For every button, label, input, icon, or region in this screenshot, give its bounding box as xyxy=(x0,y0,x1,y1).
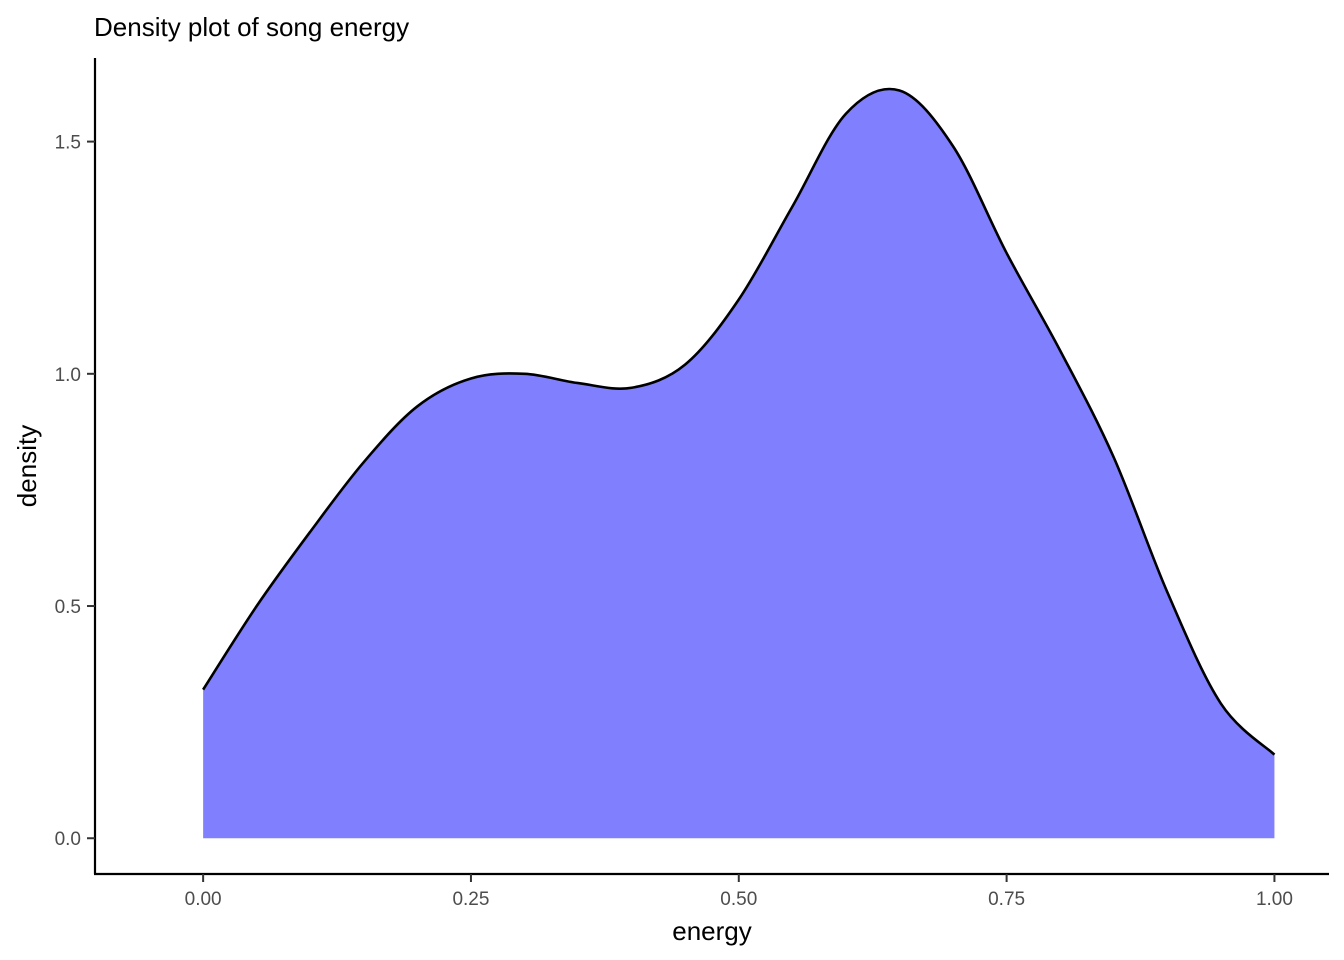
x-tick-label: 0.50 xyxy=(720,889,757,910)
y-tick-label: 0.5 xyxy=(55,597,81,618)
x-axis-ticks: 0.00 0.25 0.50 0.75 1.00 xyxy=(185,874,1293,910)
y-axis-title: density xyxy=(12,425,42,507)
x-tick-label: 0.75 xyxy=(988,889,1025,910)
x-tick-label: 0.00 xyxy=(185,889,222,910)
y-tick-label: 1.5 xyxy=(55,133,81,154)
y-tick-label: 0.0 xyxy=(55,829,81,850)
y-axis-ticks: 0.0 0.5 1.0 1.5 xyxy=(55,133,95,850)
density-line xyxy=(202,87,1276,756)
x-tick-label: 0.25 xyxy=(452,889,489,910)
chart-title: Density plot of song energy xyxy=(94,12,409,42)
plot-area xyxy=(202,87,1276,839)
y-tick-label: 1.0 xyxy=(55,365,81,386)
density-area xyxy=(203,88,1275,839)
x-axis-title: energy xyxy=(672,916,752,946)
x-tick-label: 1.00 xyxy=(1256,889,1293,910)
